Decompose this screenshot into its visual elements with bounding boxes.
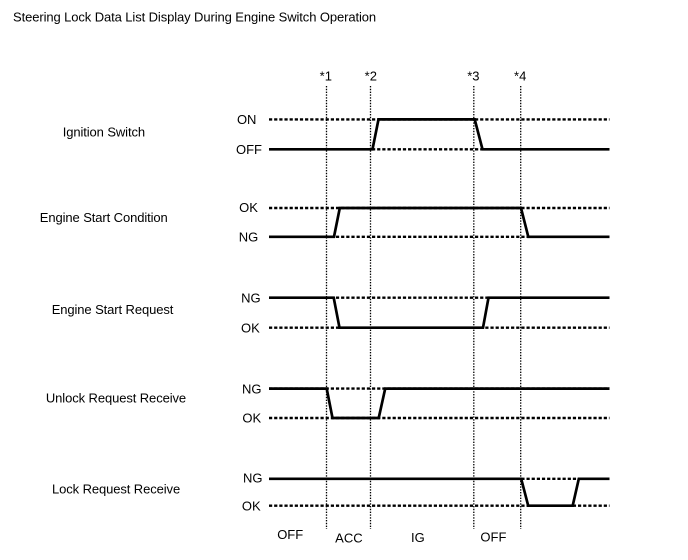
svg-text:ACC: ACC — [335, 531, 362, 546]
svg-text:Engine Start Request: Engine Start Request — [52, 302, 174, 317]
svg-text:*2: *2 — [365, 69, 377, 84]
svg-text:OK: OK — [242, 498, 261, 513]
svg-text:OFF: OFF — [236, 142, 262, 157]
svg-text:OK: OK — [242, 411, 261, 426]
svg-text:Steering Lock Data List Displa: Steering Lock Data List Display During E… — [13, 10, 376, 25]
svg-text:*1: *1 — [320, 69, 332, 84]
svg-text:Lock Request Receive: Lock Request Receive — [52, 481, 180, 496]
svg-text:OFF: OFF — [480, 530, 506, 545]
svg-text:*4: *4 — [514, 69, 526, 84]
svg-text:Engine Start Condition: Engine Start Condition — [40, 210, 168, 225]
svg-text:NG: NG — [243, 471, 263, 486]
svg-text:Ignition Switch: Ignition Switch — [63, 124, 145, 139]
svg-text:ON: ON — [237, 112, 257, 127]
svg-text:NG: NG — [242, 381, 262, 396]
svg-text:IG: IG — [411, 530, 425, 545]
svg-text:OK: OK — [241, 320, 260, 335]
svg-text:NG: NG — [241, 290, 261, 305]
svg-text:OFF: OFF — [277, 527, 303, 542]
svg-text:Unlock Request Receive: Unlock Request Receive — [46, 390, 186, 405]
svg-text:*3: *3 — [467, 69, 479, 84]
svg-text:NG: NG — [239, 230, 259, 245]
svg-text:OK: OK — [239, 200, 258, 215]
